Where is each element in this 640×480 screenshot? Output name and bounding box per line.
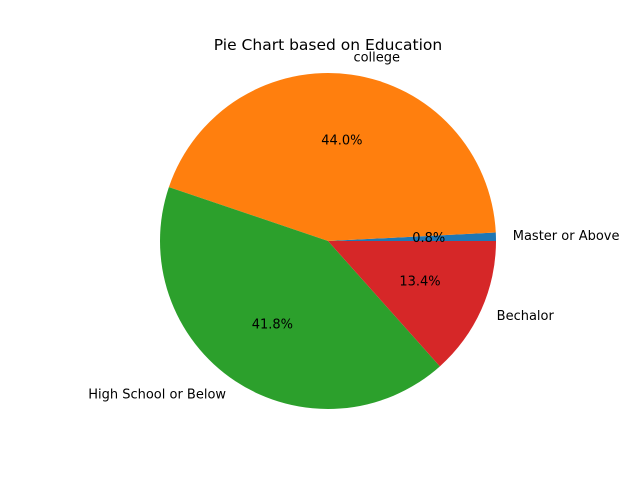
slice-percent-high-school-or-below: 41.8% (252, 318, 293, 333)
pie-slice-college (168, 72, 496, 242)
slice-label-bechalor: Bechalor (497, 309, 555, 324)
slice-label-high-school-or-below: High School or Below (88, 388, 226, 403)
slice-percent-college: 44.0% (321, 134, 362, 149)
slice-label-master-or-above: Master or Above (513, 229, 620, 244)
pie-slice-master-or-above (328, 232, 496, 241)
pie-slices (160, 72, 496, 410)
slice-percent-bechalor: 13.4% (399, 275, 440, 290)
slice-percent-master-or-above: 0.8% (412, 231, 445, 246)
chart-title: Pie Chart based on Education (214, 36, 442, 54)
pie-slice-bechalor (328, 241, 496, 367)
pie-slice-high-school-or-below (160, 187, 440, 410)
pie-labels: Master or Above 0.8% college 44.0% High Scho… (88, 50, 619, 402)
slice-label-college: college (353, 50, 400, 65)
